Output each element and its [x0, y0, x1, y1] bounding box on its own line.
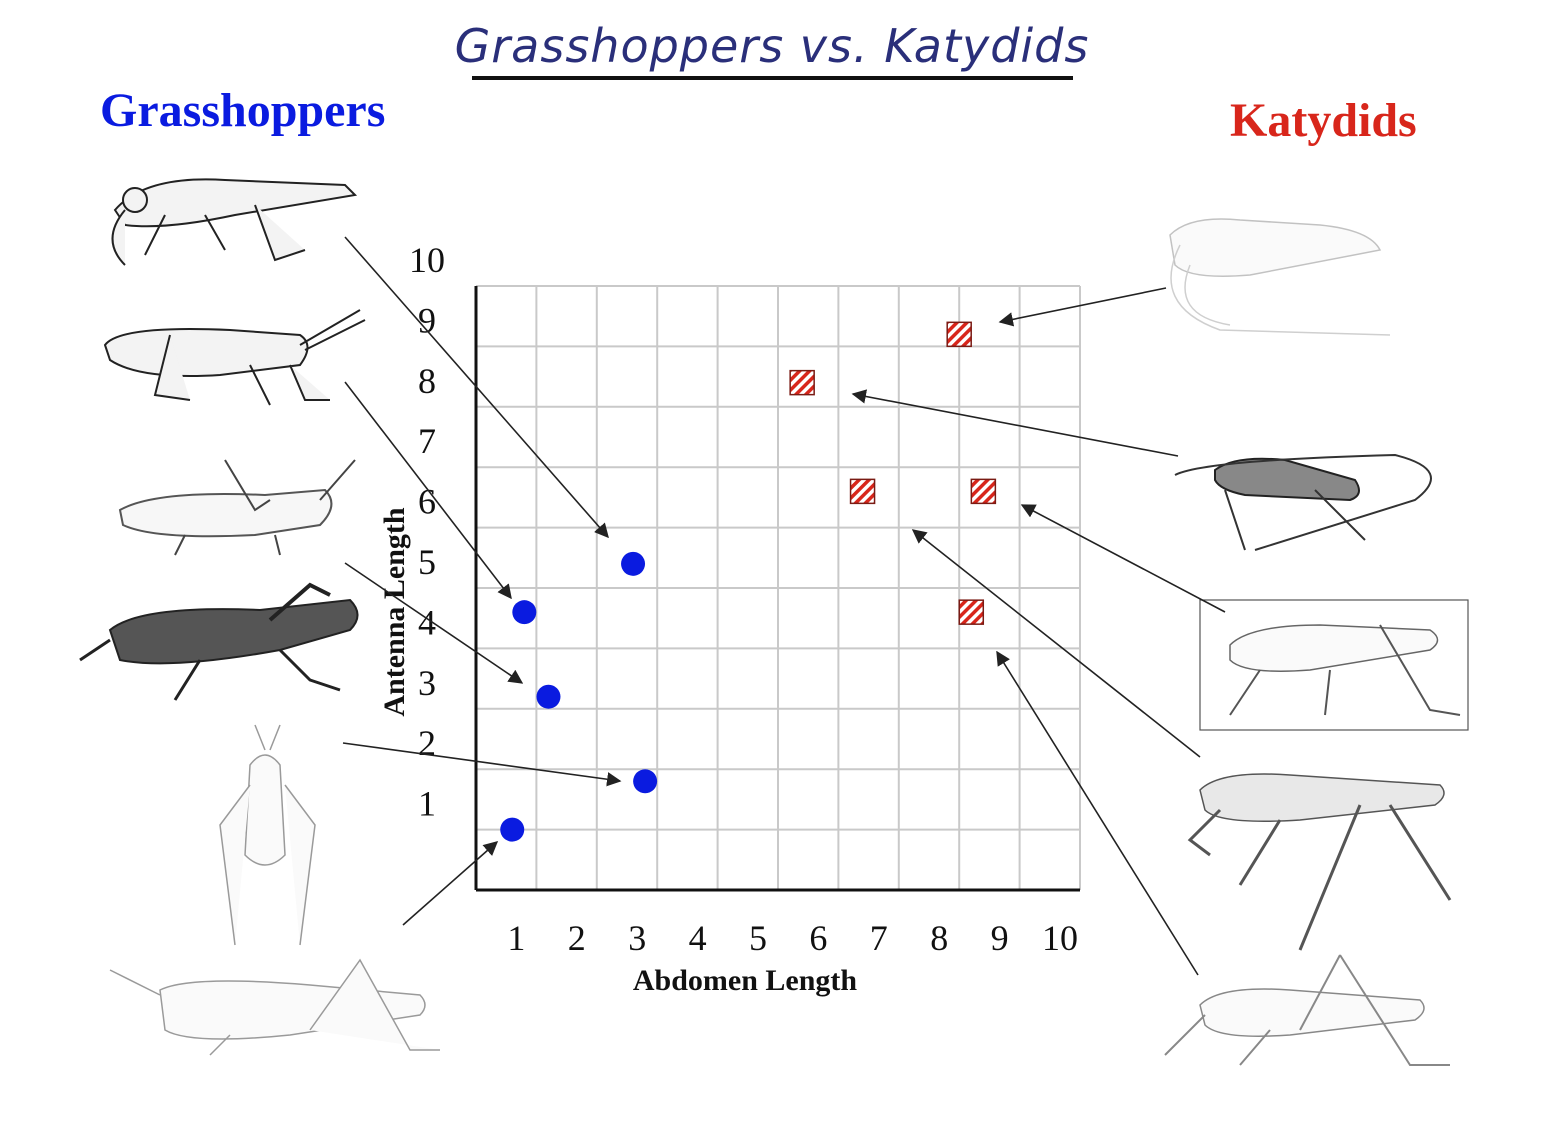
- y-tick-labels: 1 2 3 4 5 6 7 8 9 10: [409, 240, 445, 824]
- y-tick-label: 8: [418, 361, 436, 401]
- y-tick-label: 6: [418, 482, 436, 522]
- katydid-icon: [1174, 453, 1432, 551]
- grasshopper-icon: [118, 459, 356, 556]
- y-axis-label: Antenna Length: [378, 507, 411, 717]
- page-title: Grasshoppers vs. Katydids: [455, 19, 1090, 73]
- y-tick-label: 7: [418, 421, 436, 461]
- katydid-point: [789, 369, 815, 396]
- grasshopper-point: [633, 769, 658, 794]
- katydid-point: [946, 321, 972, 348]
- x-tick-label: 1: [507, 918, 525, 958]
- x-tick-label: 6: [809, 918, 827, 958]
- grasshopper-point: [621, 551, 646, 576]
- leader-arrows: [342, 236, 1226, 976]
- katydid-icon: [1187, 773, 1452, 951]
- katydid-icon: [1169, 218, 1391, 336]
- x-tick-label: 10: [1042, 918, 1078, 958]
- grasshoppers-heading: Grasshoppers: [100, 84, 385, 137]
- katydid-icon: [1199, 599, 1469, 731]
- grasshopper-icon: [219, 724, 316, 946]
- katydid-point: [958, 599, 985, 625]
- grasshopper-icon: [79, 582, 359, 701]
- x-tick-label: 7: [870, 918, 888, 958]
- y-tick-label: 5: [418, 542, 436, 582]
- x-tick-label: 4: [689, 918, 707, 958]
- y-tick-label: 9: [418, 300, 436, 340]
- katydid-illustrations: [1164, 218, 1469, 1066]
- grasshopper-point: [536, 684, 561, 709]
- grasshopper-icon: [111, 178, 358, 266]
- katydids-heading: Katydids: [1230, 94, 1417, 147]
- katydid-point: [970, 478, 997, 505]
- x-tick-label: 3: [628, 918, 646, 958]
- katydid-icon: [1164, 954, 1450, 1066]
- grasshopper-icon: [109, 958, 440, 1056]
- grasshopper-point: [512, 600, 537, 625]
- x-tick-label: 8: [930, 918, 948, 958]
- x-tick-label: 5: [749, 918, 767, 958]
- y-tick-label: 1: [418, 784, 436, 824]
- x-tick-labels: 1 2 3 4 5 6 7 8 9 10: [507, 918, 1078, 958]
- y-tick-label: 3: [418, 663, 436, 703]
- y-tick-label: 10: [409, 240, 445, 280]
- katydid-point: [849, 478, 876, 505]
- grasshopper-icon: [103, 309, 366, 406]
- data-points: [500, 321, 997, 842]
- y-tick-label: 2: [418, 723, 436, 763]
- x-axis-label: Abdomen Length: [633, 964, 858, 997]
- grasshopper-point: [500, 817, 525, 842]
- x-tick-label: 9: [991, 918, 1009, 958]
- y-tick-label: 4: [418, 602, 436, 642]
- x-tick-label: 2: [568, 918, 586, 958]
- grasshopper-illustrations: [79, 178, 440, 1056]
- plot-grid: [476, 285, 1081, 890]
